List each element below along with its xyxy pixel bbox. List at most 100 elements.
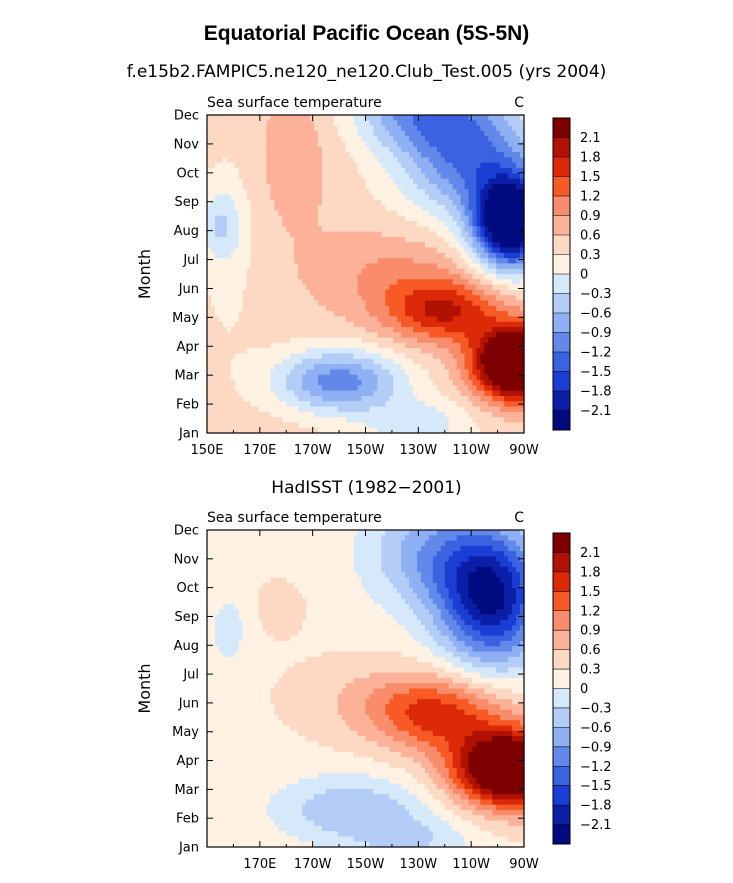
colorbar-label: −0.9 [580,326,612,341]
heatmap-cell [480,327,485,333]
heatmap-cell [377,125,382,132]
heatmap-cell [282,130,287,137]
heatmap-cell [413,136,418,143]
heatmap-cell [258,141,264,148]
heatmap-cell [385,374,390,381]
heatmap-cell [207,767,212,774]
heatmap-cell [222,327,228,333]
heatmap-cell [258,162,264,169]
heatmap-cell [496,221,501,227]
heatmap-cell [250,321,256,328]
heatmap-cell [270,321,275,328]
heatmap-cell [306,332,311,339]
heatmap-cell [210,406,216,413]
heatmap-cell [210,274,216,280]
heatmap-cell [286,284,291,291]
heatmap-cell [417,189,422,196]
heatmap-cell [282,263,287,270]
heatmap-cell [468,268,474,275]
heatmap-cell [218,348,224,355]
heatmap-cell [377,146,382,153]
heatmap-cell [484,380,489,386]
heatmap-cell [504,125,509,132]
heatmap-cell [222,189,228,196]
heatmap-cell [504,358,509,365]
heatmap-cell [254,274,260,280]
heatmap-cell [369,316,375,323]
heatmap-cell [456,173,462,180]
heatmap-cell [218,189,224,196]
heatmap-cell [456,189,462,196]
heatmap-cell [468,395,474,402]
heatmap-cell [266,417,271,423]
heatmap-cell [302,332,307,339]
heatmap-cell [444,162,450,169]
heatmap-cell [480,252,485,259]
heatmap-cell [254,178,260,185]
heatmap-cell [504,183,509,190]
heatmap-cell [302,417,307,423]
heatmap-cell [207,788,212,795]
heatmap-cell [424,279,430,286]
heatmap-cell [274,199,279,206]
heatmap-cell [290,120,295,127]
heatmap-cell [282,358,287,365]
heatmap-cell [258,427,264,434]
heatmap-cell [349,247,355,254]
heatmap-cell [262,327,268,333]
heatmap-cell [424,242,430,249]
heatmap-cell [464,231,470,238]
heatmap-cell [234,327,240,333]
heatmap-cell [373,168,378,174]
heatmap-cell [246,194,252,201]
heatmap-cell [444,305,450,312]
heatmap-cell [496,327,501,333]
heatmap-cell [286,231,291,238]
heatmap-cell [341,130,347,137]
heatmap-cell [492,390,497,397]
heatmap-cell [357,332,363,339]
heatmap-cell [226,226,232,233]
heatmap-cell [270,316,275,323]
heatmap-cell [401,327,406,333]
y-tick-label: Dec [174,109,199,124]
heatmap-cell [460,120,466,127]
heatmap-cell [405,120,410,127]
heatmap-cell [337,406,343,413]
heatmap-cell [488,221,493,227]
heatmap-cell [258,120,264,127]
heatmap-cell [492,401,497,408]
heatmap-cell [508,141,513,148]
heatmap-cell [262,231,268,238]
heatmap-cell [345,311,351,317]
heatmap-cell [381,289,386,296]
heatmap-cell [405,342,410,349]
heatmap-cell [397,327,402,333]
heatmap-cell [397,390,402,397]
heatmap-cell [440,115,446,121]
heatmap-cell [361,194,367,201]
heatmap-cell [329,311,335,317]
heatmap-cell [234,295,240,302]
heatmap-cell [242,120,248,127]
heatmap-cell [329,279,335,286]
heatmap-cell [401,284,406,291]
heatmap-cell [512,332,517,339]
heatmap-cell [349,289,355,296]
heatmap-cell [246,136,252,143]
heatmap-cell [480,247,485,254]
heatmap-cell [444,120,450,127]
heatmap-cell [393,364,398,370]
heatmap-cell [246,242,252,249]
heatmap-cell [258,189,264,196]
heatmap-cell [345,258,351,264]
heatmap-cell [436,152,442,158]
heatmap-cell [218,115,224,121]
heatmap-cell [321,364,327,370]
heatmap-cell [484,168,489,174]
heatmap-cell [207,115,212,121]
heatmap-cell [424,247,430,254]
heatmap-cell [310,395,315,402]
heatmap-cell [365,369,371,376]
heatmap-cell [230,215,236,222]
